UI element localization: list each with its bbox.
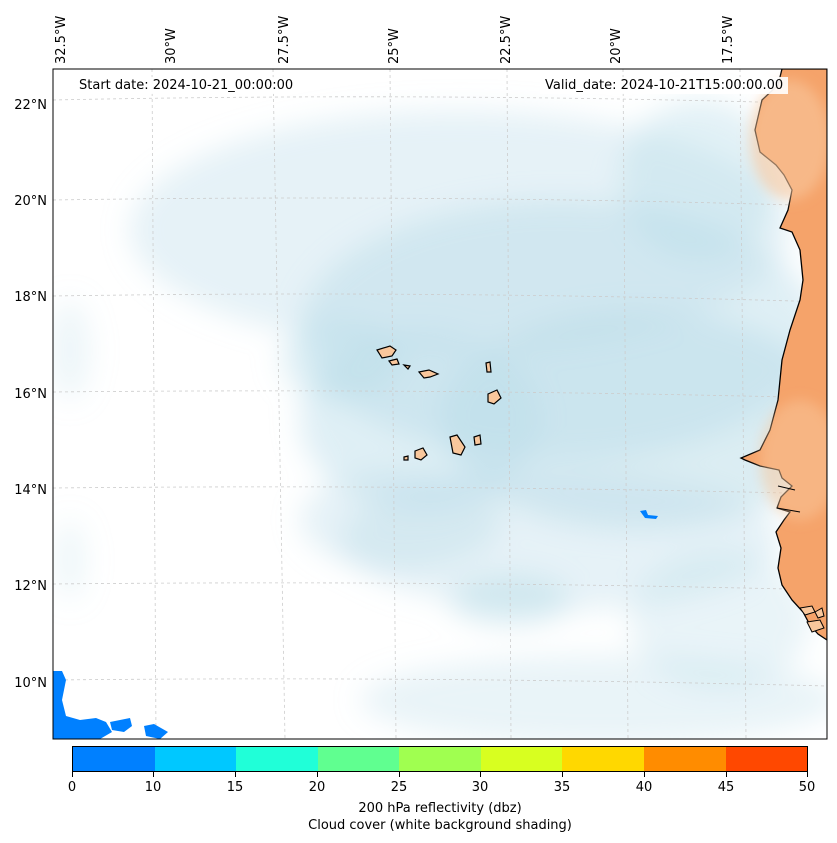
island-santo-antao (376, 345, 397, 359)
reflectivity-colorbar (72, 746, 808, 772)
island-sao-vicente (387, 358, 400, 366)
lon-tick-label: 32.5°W (54, 15, 69, 64)
lat-tick-label: 20°N (14, 194, 47, 209)
colorbar-sublabel: Cloud cover (white background shading) (308, 818, 572, 833)
start-date-label: Start date: 2024-10-21_00:00:00 (74, 77, 299, 94)
colorbar-segment (317, 747, 400, 771)
colorbar-tick-label: 45 (717, 780, 735, 795)
colorbar-tick-label: 20 (308, 780, 326, 795)
colorbar-tick (72, 772, 73, 777)
valid-date-label: Valid_date: 2024-10-21T15:00:00.00 (540, 77, 789, 94)
colorbar-tick (807, 772, 808, 777)
island-santiago (449, 434, 466, 456)
map-frame (52, 68, 828, 740)
colorbar-segment (562, 747, 644, 771)
colorbar-tick (726, 772, 727, 777)
coast-land-shading (750, 80, 827, 520)
colorbar-tick (644, 772, 645, 777)
colorbar-segment (480, 747, 563, 771)
colorbar-tick (562, 772, 563, 777)
lon-tick-label: 17.5°W (721, 15, 736, 64)
lat-tick-label: 22°N (14, 98, 47, 113)
colorbar-segment (399, 747, 481, 771)
island-maio (473, 434, 482, 446)
colorbar-segment (725, 747, 808, 771)
colorbar-tick-label: 25 (390, 780, 408, 795)
colorbar-tick-label: 30 (471, 780, 489, 795)
lon-tick-label: 22.5°W (499, 15, 514, 64)
island-santa-luzia (402, 364, 412, 370)
island-fogo (414, 447, 428, 461)
colorbar-tick-label: 10 (144, 780, 162, 795)
colorbar-label: 200 hPa reflectivity (dbz) (358, 801, 522, 816)
colorbar-tick (235, 772, 236, 777)
island-sal (485, 361, 492, 373)
lon-tick-label: 25°W (387, 28, 402, 64)
colorbar-tick-label: 40 (635, 780, 653, 795)
colorbar-tick (399, 772, 400, 777)
colorbar-tick-label: 0 (67, 780, 77, 795)
graticule (53, 69, 827, 739)
island-brava (403, 455, 409, 461)
colorbar-tick (480, 772, 481, 777)
colorbar-tick-label: 15 (226, 780, 244, 795)
cape-verde-islands (376, 345, 502, 461)
colorbar-tick-label: 35 (553, 780, 571, 795)
lat-tick-label: 10°N (14, 676, 47, 691)
island-sao-nicolau (417, 369, 440, 379)
colorbar-tick-label: 50 (798, 780, 816, 795)
colorbar-tick (317, 772, 318, 777)
lat-tick-label: 18°N (14, 290, 47, 305)
colorbar-segment (236, 747, 318, 771)
gambia-river (777, 485, 796, 491)
map-figure (52, 68, 828, 740)
colorbar-segment (643, 747, 726, 771)
colorbar-segment (73, 747, 155, 771)
lon-tick-label: 27.5°W (277, 15, 292, 64)
lat-tick-label: 14°N (14, 483, 47, 498)
lon-tick-label: 20°W (609, 28, 624, 64)
lat-tick-label: 16°N (14, 387, 47, 402)
lon-tick-label: 30°W (164, 28, 179, 64)
bijagos-islands (799, 605, 825, 633)
lat-tick-label: 12°N (14, 579, 47, 594)
colorbar-tick (153, 772, 154, 777)
island-boa-vista (487, 389, 502, 405)
reflectivity-patches (53, 510, 658, 739)
colorbar-segment (154, 747, 237, 771)
casamance-inlet (776, 507, 801, 513)
